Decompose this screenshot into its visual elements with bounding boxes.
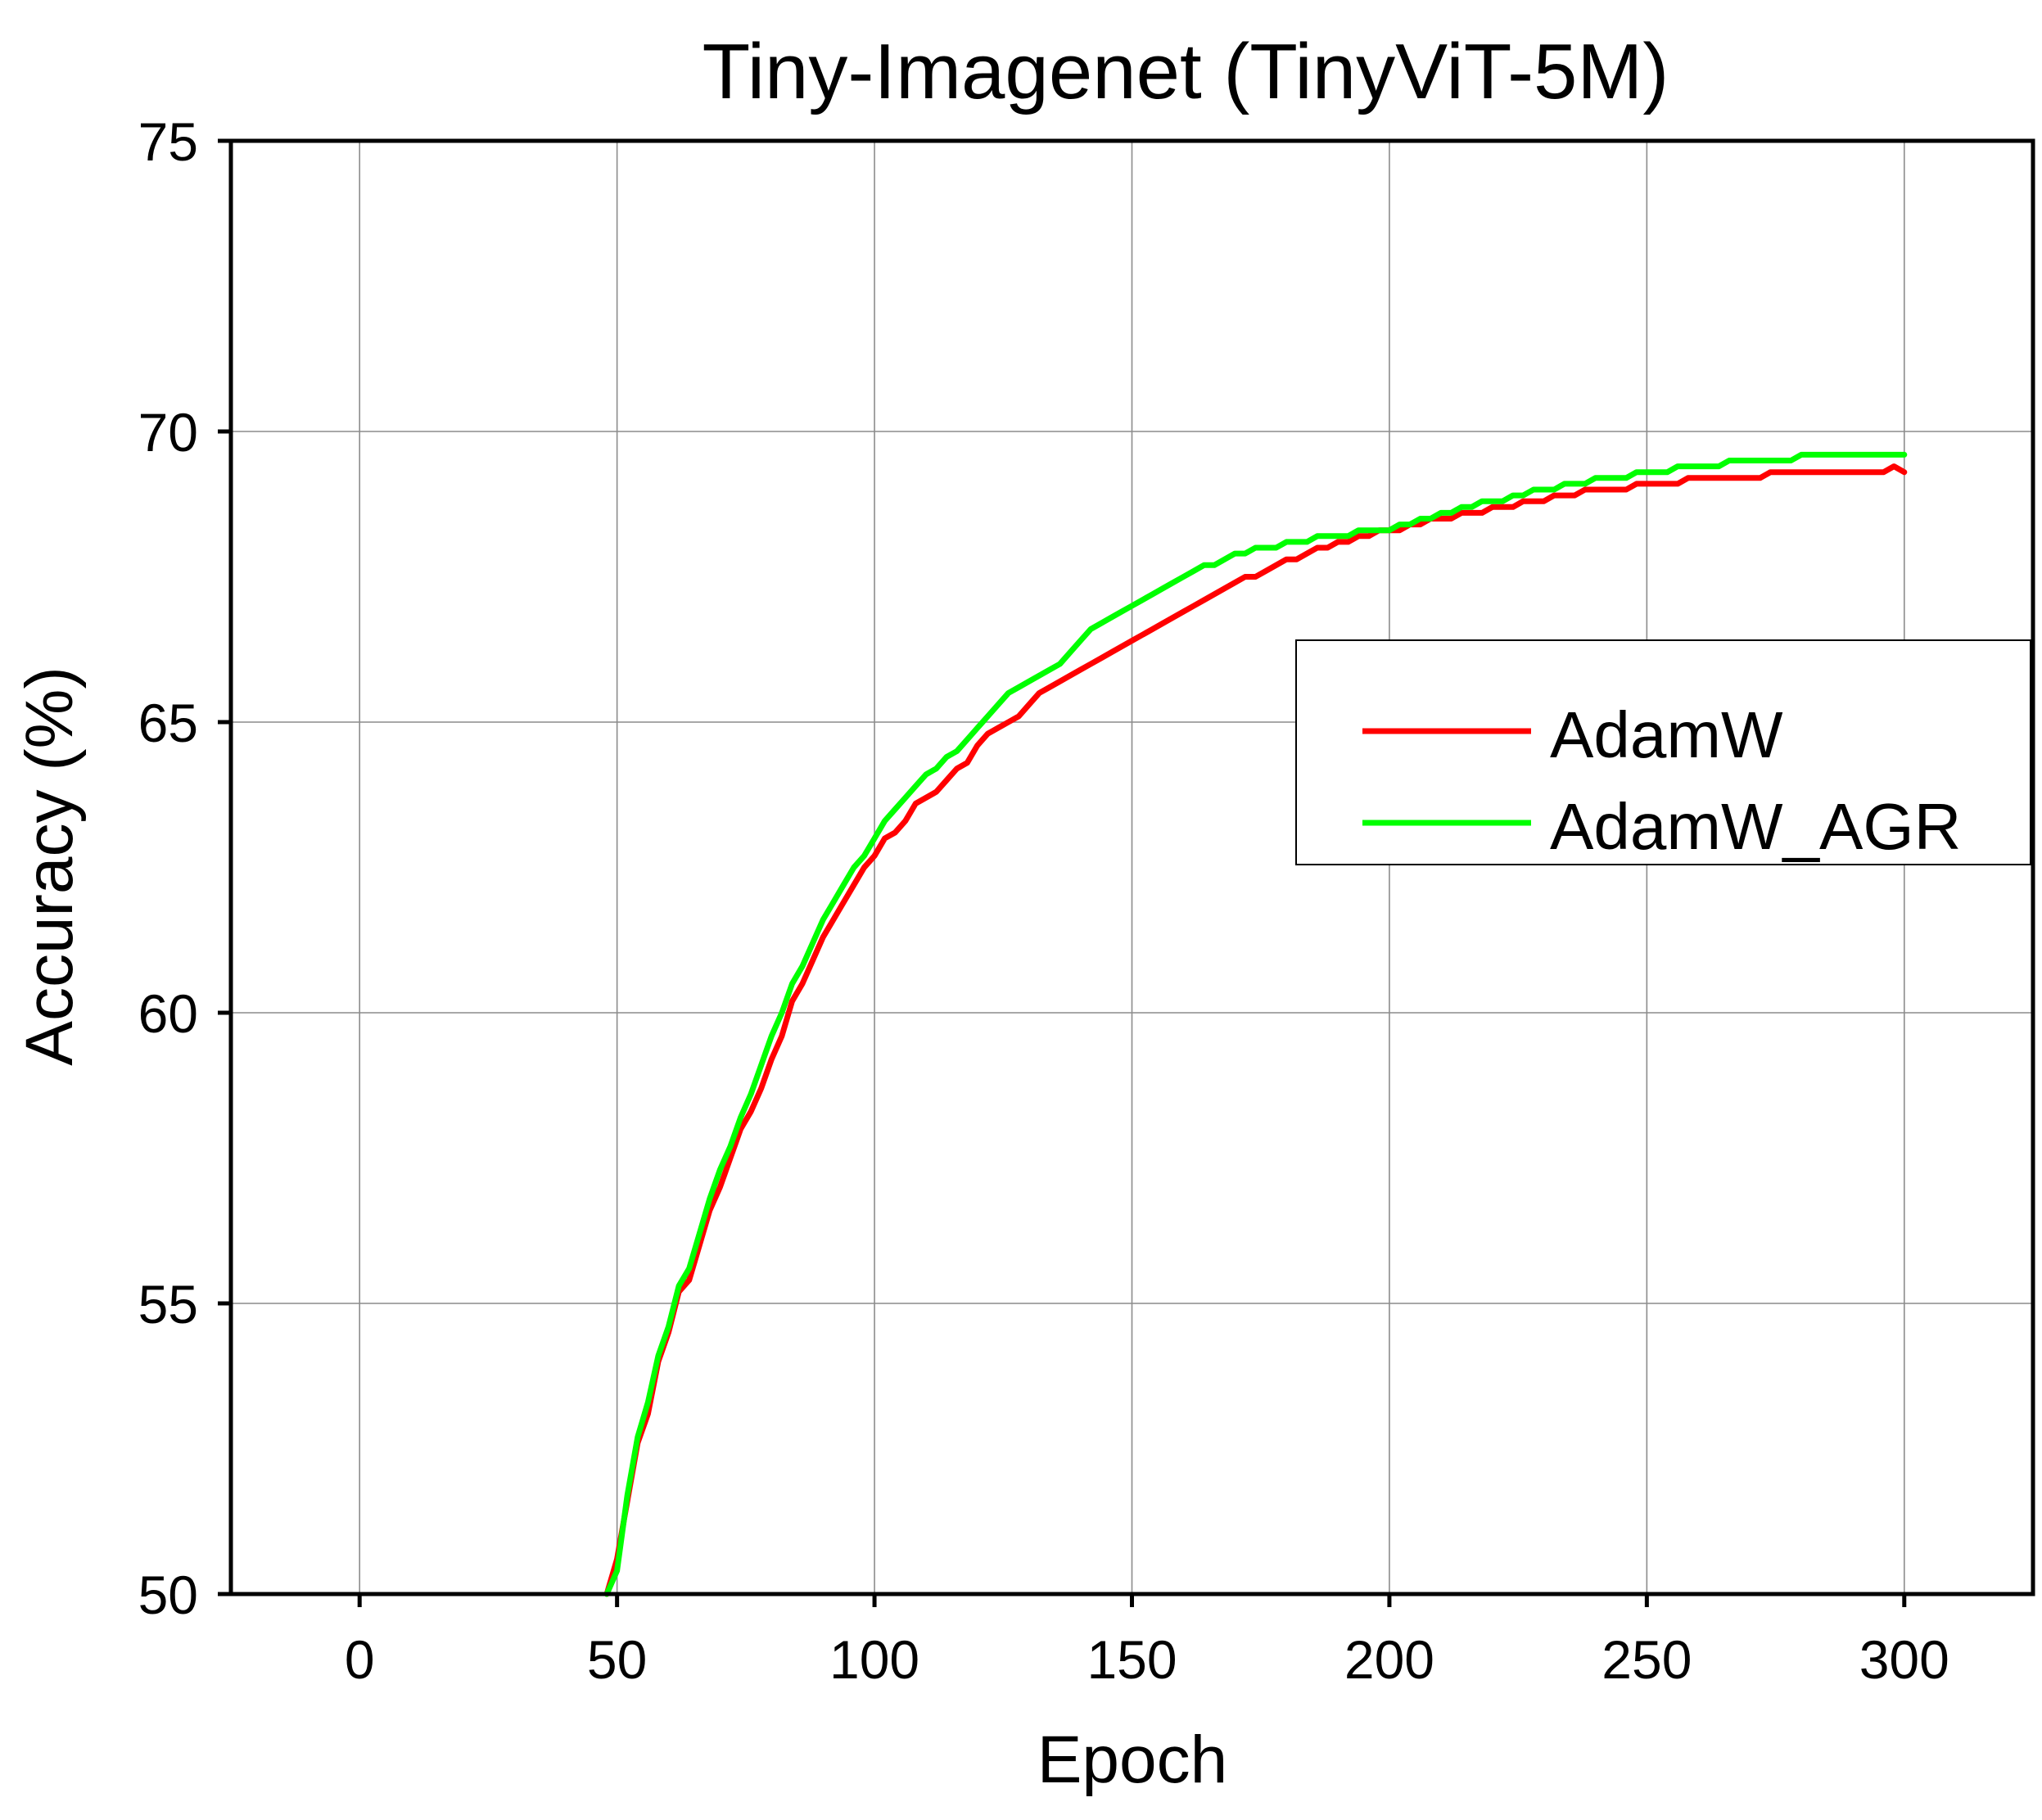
x-tick-label: 250 [1602, 1629, 1692, 1690]
series-layer [603, 451, 1908, 1597]
x-tick-label: 100 [829, 1629, 919, 1690]
x-tick-label: 150 [1087, 1629, 1177, 1690]
x-tick-label: 0 [345, 1629, 375, 1690]
legend-box [1295, 639, 2031, 865]
series-line-adamw-agr [603, 451, 1908, 1597]
y-tick-label: 70 [138, 402, 198, 463]
y-axis-label: Accuracy (%) [12, 666, 87, 1066]
series-line-adamw [603, 463, 1908, 1597]
legend-label-adamw: AdamW [1550, 698, 1783, 771]
chart-title: Tiny-Imagenet (TinyViT-5M) [703, 28, 1669, 115]
y-tick-label: 65 [138, 693, 198, 753]
x-tick-label: 50 [587, 1629, 647, 1690]
x-tick-label: 300 [1859, 1629, 1949, 1690]
x-axis-label: Epoch [1037, 1723, 1228, 1797]
legend-label-adamw-agr: AdamW_AGR [1550, 790, 1961, 863]
y-tick-label: 60 [138, 983, 198, 1044]
axis-ticks: 0 50 100 150 200 250 300 50 55 60 65 70 75 [138, 111, 1949, 1690]
legend: AdamW AdamW_AGR [1295, 639, 2031, 865]
y-tick-label: 75 [138, 111, 198, 172]
y-tick-label: 50 [138, 1565, 198, 1625]
x-tick-label: 200 [1344, 1629, 1434, 1690]
y-tick-label: 55 [138, 1274, 198, 1335]
